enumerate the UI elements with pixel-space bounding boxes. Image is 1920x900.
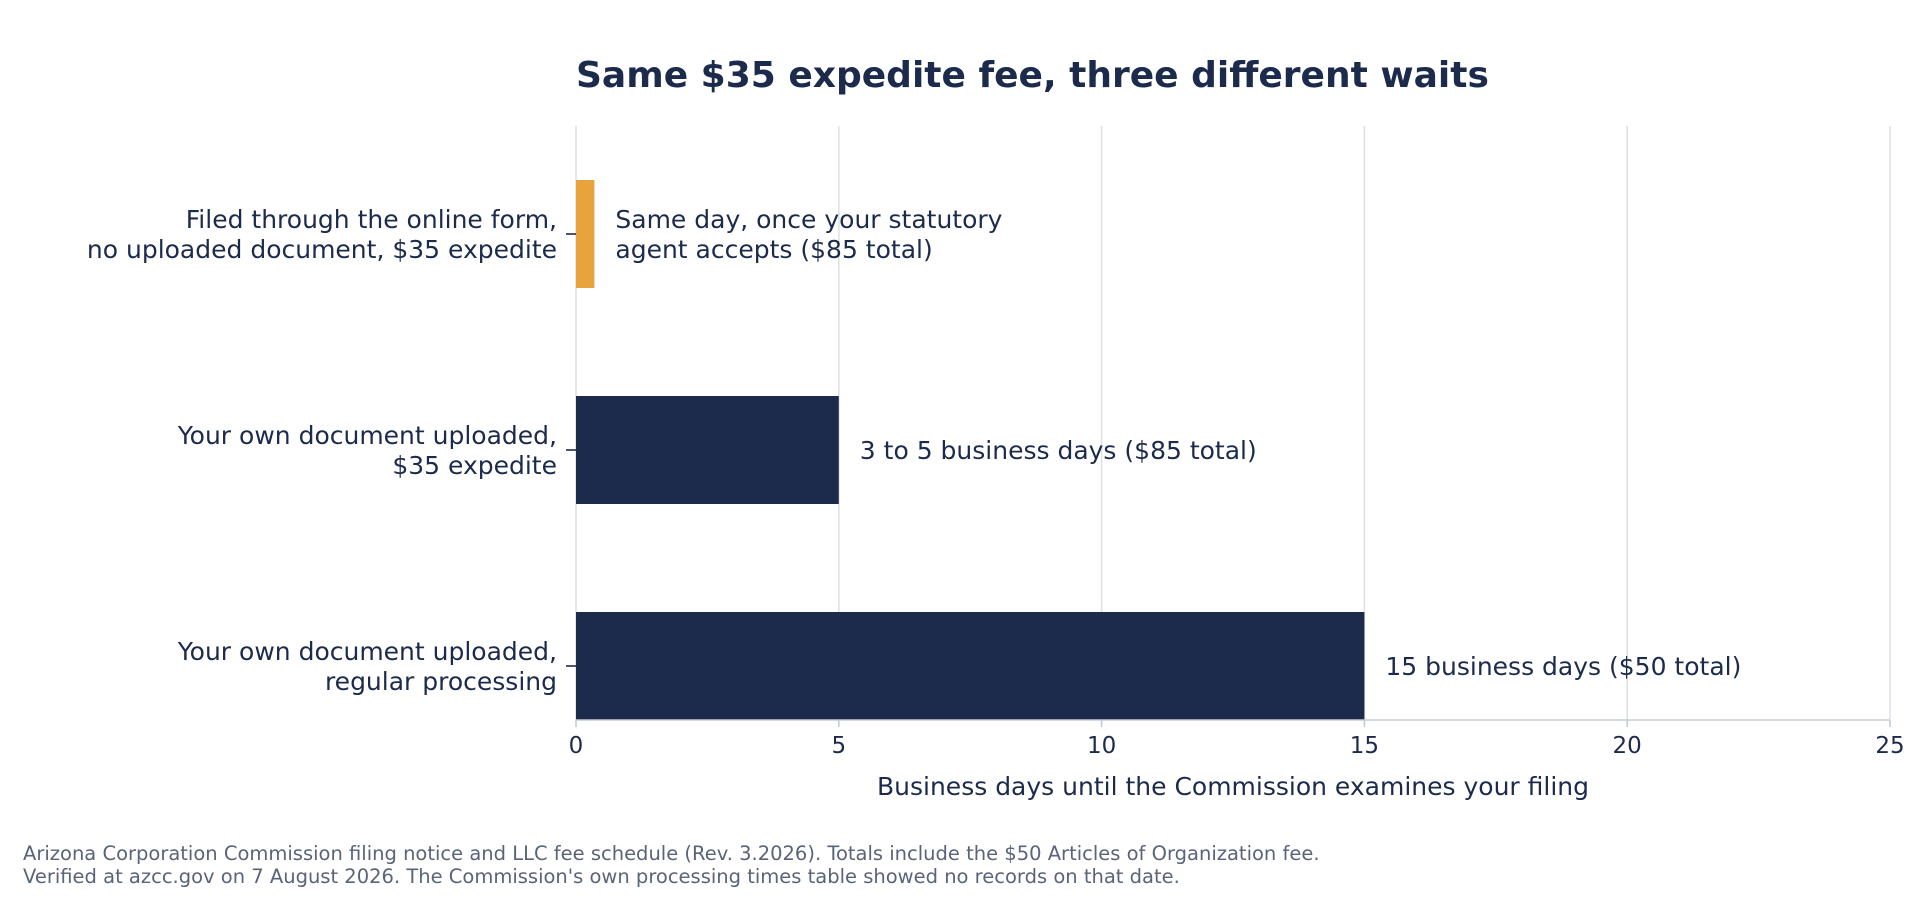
bar-1 — [576, 180, 595, 288]
category-label-2-line-2: $35 expedite — [392, 451, 557, 480]
category-label-2-line-1: Your own document uploaded, — [177, 421, 557, 450]
source-note-line-1: Arizona Corporation Commission filing no… — [23, 842, 1320, 865]
value-label-1-line-2: agent accepts ($85 total) — [615, 235, 932, 264]
axes — [566, 233, 1891, 727]
x-tick-label-20: 20 — [1613, 733, 1642, 759]
value-label-1-line-1: Same day, once your statutory — [615, 205, 1002, 234]
value-label-1: Same day, once your statutory agent accep… — [615, 205, 1002, 264]
source-note: Arizona Corporation Commission filing no… — [23, 842, 1903, 888]
category-label-2: Your own document uploaded, $35 expedite — [177, 421, 557, 480]
x-axis-label: Business days until the Commission exami… — [877, 772, 1589, 801]
value-label-3: 15 business days ($50 total) — [1385, 652, 1741, 681]
category-label-3-line-2: regular processing — [325, 667, 557, 696]
category-label-1-line-2: no uploaded document, $35 expedite — [87, 235, 557, 264]
category-label-3-line-1: Your own document uploaded, — [177, 637, 557, 666]
value-label-3-line-1: 15 business days ($50 total) — [1385, 652, 1741, 681]
x-tick-label-5: 5 — [831, 733, 846, 759]
x-tick-label-0: 0 — [569, 733, 584, 759]
x-tick-label-25: 25 — [1875, 733, 1904, 759]
chart-title: Same $35 expedite fee, three different w… — [576, 55, 1489, 96]
labels: 0 5 10 15 20 25 Filed through the online form,… — [87, 205, 1905, 759]
value-label-2-line-1: 3 to 5 business days ($85 total) — [860, 436, 1257, 465]
category-label-1-line-1: Filed through the online form, — [186, 205, 557, 234]
source-note-line-2: Verified at azcc.gov on 7 August 2026. T… — [23, 865, 1180, 888]
bar-3 — [576, 612, 1365, 720]
x-tick-label-10: 10 — [1087, 733, 1116, 759]
x-tick-label-15: 15 — [1350, 733, 1379, 759]
value-label-2: 3 to 5 business days ($85 total) — [860, 436, 1257, 465]
category-label-1: Filed through the online form, no uploade… — [87, 205, 557, 264]
bar-2 — [576, 396, 839, 504]
bars — [576, 180, 1365, 720]
category-label-3: Your own document uploaded, regular proce… — [177, 637, 557, 696]
